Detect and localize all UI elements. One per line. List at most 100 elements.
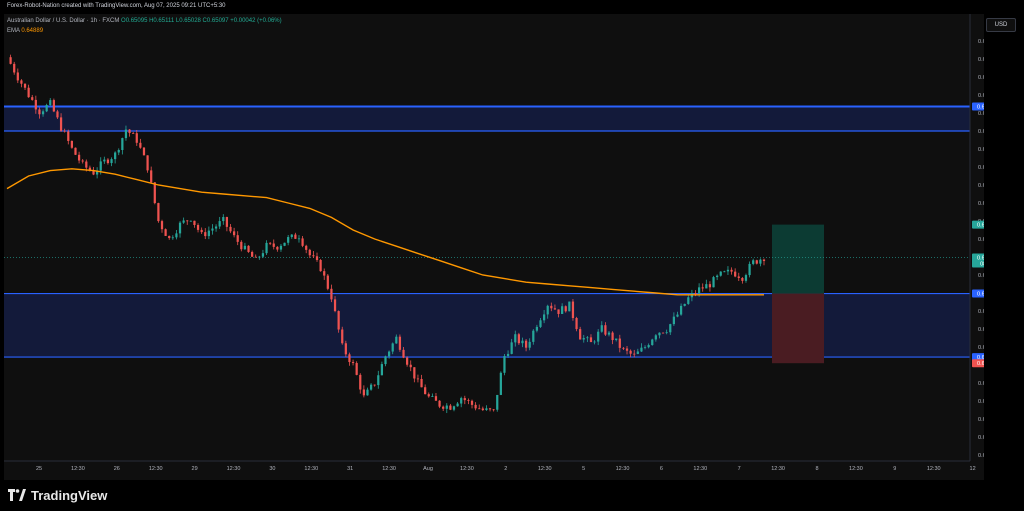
time-tick-label: 12 — [970, 466, 976, 472]
candle-body — [676, 314, 679, 317]
attribution-text: Forex-Robot-Nation created with TradingV… — [7, 3, 226, 9]
candle-body — [438, 400, 441, 407]
candle-body — [355, 363, 358, 375]
time-tick-label: 25 — [36, 466, 42, 472]
candle-body — [344, 343, 347, 355]
candle-body — [460, 398, 463, 404]
candle-body — [661, 332, 665, 334]
price-badge-text: 0.64510 — [977, 361, 984, 367]
candle-body — [247, 245, 250, 252]
candle-body — [106, 159, 110, 164]
candle-body — [424, 387, 427, 395]
candle-body — [34, 99, 37, 110]
candle-body — [571, 301, 575, 319]
time-tick-label: Aug — [423, 466, 433, 472]
candle-body — [755, 260, 758, 264]
candle-body — [272, 243, 275, 247]
candle-body — [568, 301, 571, 312]
candle-body — [323, 271, 326, 276]
time-tick-label: 30 — [269, 466, 275, 472]
candle-body — [434, 396, 438, 401]
candle-body — [193, 220, 196, 225]
candle-body — [283, 242, 286, 246]
candle-body — [9, 57, 12, 64]
candle-body — [416, 378, 420, 380]
chart-pane[interactable]: 0.66300 0.66200 0.66100 0.66000 0.65900 0.658… — [4, 14, 984, 480]
candle-body — [204, 232, 207, 237]
candle-body — [297, 238, 301, 240]
candle-body — [121, 138, 124, 150]
candle-body — [319, 259, 322, 272]
candle-body — [730, 269, 733, 272]
candle-body — [96, 170, 99, 175]
candle-body — [625, 348, 629, 351]
ema-label: EMA — [7, 28, 20, 34]
candle-body — [600, 325, 603, 332]
candle-body — [420, 378, 423, 388]
candle-body — [762, 259, 766, 262]
candle-body — [672, 316, 675, 325]
price-tick-label: 0.65700 — [978, 147, 984, 153]
candle-body — [517, 334, 520, 344]
candle-body — [633, 353, 636, 355]
candle-body — [719, 271, 722, 276]
time-tick-label: 12:30 — [227, 466, 241, 472]
price-badge-zone — [972, 353, 984, 362]
price-badge-zone — [972, 289, 984, 298]
candle-body — [186, 220, 189, 222]
candle-body — [398, 336, 402, 350]
candle-body — [726, 269, 730, 272]
candle-body — [254, 256, 257, 258]
candle-body — [366, 389, 369, 396]
time-tick-label: 7 — [738, 466, 741, 472]
price-tick-label: 0.65000 — [978, 273, 984, 279]
candle-body — [305, 245, 308, 250]
price-tick-label: 0.66100 — [978, 75, 984, 81]
candle-body — [478, 408, 481, 410]
candle-body — [521, 340, 524, 344]
candle-body — [380, 364, 384, 376]
candle-body — [669, 324, 672, 333]
time-tick-label: 12:30 — [616, 466, 630, 472]
candle-body — [153, 182, 156, 204]
candle-body — [643, 347, 647, 349]
position-profit-zone — [772, 224, 824, 294]
price-tick-label: 0.66000 — [978, 93, 984, 99]
brand-name: TradingView — [31, 487, 108, 503]
candle-body — [312, 255, 315, 257]
price-tick-label: 0.64200 — [978, 417, 984, 423]
time-tick-label: 6 — [660, 466, 663, 472]
candle-body — [20, 80, 23, 84]
candle-body — [124, 129, 128, 139]
currency-button[interactable]: USD — [986, 18, 1016, 32]
candle-body — [110, 159, 113, 164]
candle-body — [211, 228, 214, 231]
candle-body — [99, 161, 102, 171]
candle-body — [597, 331, 600, 342]
price-tick-label: 0.64000 — [978, 453, 984, 459]
time-tick-label: 12:30 — [460, 466, 474, 472]
zone-fill — [4, 106, 970, 131]
tradingview-brand[interactable]: TradingView — [8, 486, 107, 504]
candle-body — [593, 341, 596, 343]
candle-body — [496, 394, 499, 410]
candle-body — [535, 326, 539, 331]
candle-body — [175, 233, 178, 238]
candle-body — [308, 249, 311, 256]
candle-body — [70, 140, 74, 148]
ema-value: 0.64889 — [21, 28, 44, 34]
time-tick-label: 2 — [504, 466, 507, 472]
candle-body — [200, 229, 203, 233]
candle-body — [427, 394, 430, 397]
candle-body — [59, 117, 63, 131]
candle-body — [279, 245, 283, 250]
candle-body — [269, 242, 272, 244]
candle-body — [640, 347, 643, 352]
price-badge-last — [972, 253, 984, 268]
price-tick-label: 0.65800 — [978, 129, 984, 135]
ohlc-values: O0.65095 H0.65111 L0.65028 C0.65097 +0.0… — [121, 18, 282, 24]
candle-body — [607, 332, 611, 335]
price-chart[interactable]: 0.66300 0.66200 0.66100 0.66000 0.65900 0.658… — [4, 14, 984, 480]
time-tick-label: 9 — [893, 466, 896, 472]
candle-body — [413, 367, 416, 379]
